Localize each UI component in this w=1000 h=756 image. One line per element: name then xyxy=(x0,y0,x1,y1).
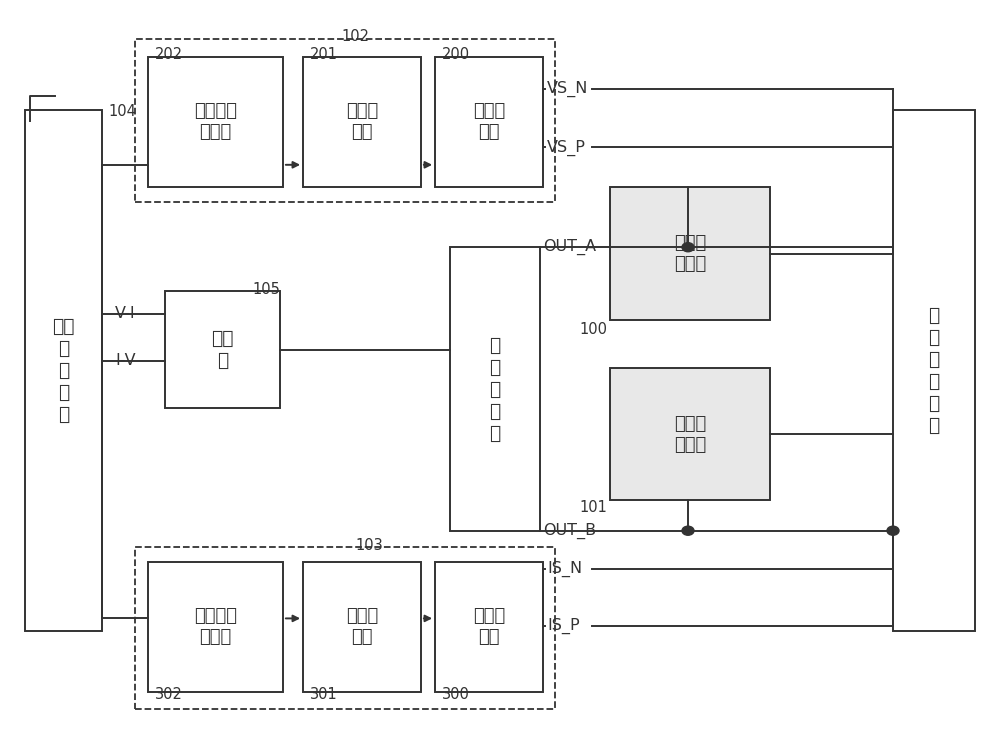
Text: I-V: I-V xyxy=(115,353,136,368)
Text: 第二过零
比较器: 第二过零 比较器 xyxy=(194,607,237,646)
Bar xyxy=(135,547,555,709)
Text: IS_P: IS_P xyxy=(547,618,580,634)
Text: IS_N: IS_N xyxy=(547,561,582,578)
Circle shape xyxy=(682,243,694,252)
Bar xyxy=(610,187,770,320)
Text: 302: 302 xyxy=(155,686,183,702)
Text: 103: 103 xyxy=(355,538,383,553)
Text: V-I: V-I xyxy=(115,306,136,321)
Text: 102: 102 xyxy=(341,29,369,44)
Text: 第一过零
比较器: 第一过零 比较器 xyxy=(194,102,237,141)
Text: 200: 200 xyxy=(442,47,470,62)
Bar xyxy=(165,291,280,408)
Text: 相位
检
测
模
块: 相位 检 测 模 块 xyxy=(52,317,75,424)
Text: 处理
器: 处理 器 xyxy=(211,329,234,370)
Text: 超
声
波
换
能
器: 超 声 波 换 能 器 xyxy=(928,306,940,435)
Text: 300: 300 xyxy=(442,686,470,702)
Text: 201: 201 xyxy=(310,47,338,62)
Text: 第一滤
波器: 第一滤 波器 xyxy=(346,102,378,141)
Text: 202: 202 xyxy=(155,47,183,62)
Bar xyxy=(148,57,283,187)
Text: 101: 101 xyxy=(579,500,607,516)
Text: 第一放
大器: 第一放 大器 xyxy=(473,102,505,141)
Bar xyxy=(25,110,102,631)
Bar xyxy=(303,562,421,692)
Bar xyxy=(303,57,421,187)
Text: OUT_B: OUT_B xyxy=(543,522,596,539)
Text: OUT_A: OUT_A xyxy=(543,239,596,256)
Bar xyxy=(135,39,555,202)
Text: 301: 301 xyxy=(310,686,338,702)
Text: 105: 105 xyxy=(252,282,280,297)
Bar xyxy=(435,57,543,187)
Circle shape xyxy=(682,526,694,535)
Bar xyxy=(148,562,283,692)
Bar xyxy=(610,368,770,500)
Bar xyxy=(450,247,540,531)
Bar xyxy=(893,110,975,631)
Text: 激
励
信
号
源: 激 励 信 号 源 xyxy=(489,336,501,442)
Text: VS_P: VS_P xyxy=(547,139,586,156)
Circle shape xyxy=(887,526,899,535)
Text: 104: 104 xyxy=(108,104,136,119)
Text: 电流采
集模块: 电流采 集模块 xyxy=(674,415,706,454)
Bar xyxy=(435,562,543,692)
Text: VS_N: VS_N xyxy=(547,81,588,98)
Text: 第二滤
波器: 第二滤 波器 xyxy=(346,607,378,646)
Text: 100: 100 xyxy=(579,322,607,337)
Text: 第二放
大器: 第二放 大器 xyxy=(473,607,505,646)
Text: 电压采
集模块: 电压采 集模块 xyxy=(674,234,706,273)
